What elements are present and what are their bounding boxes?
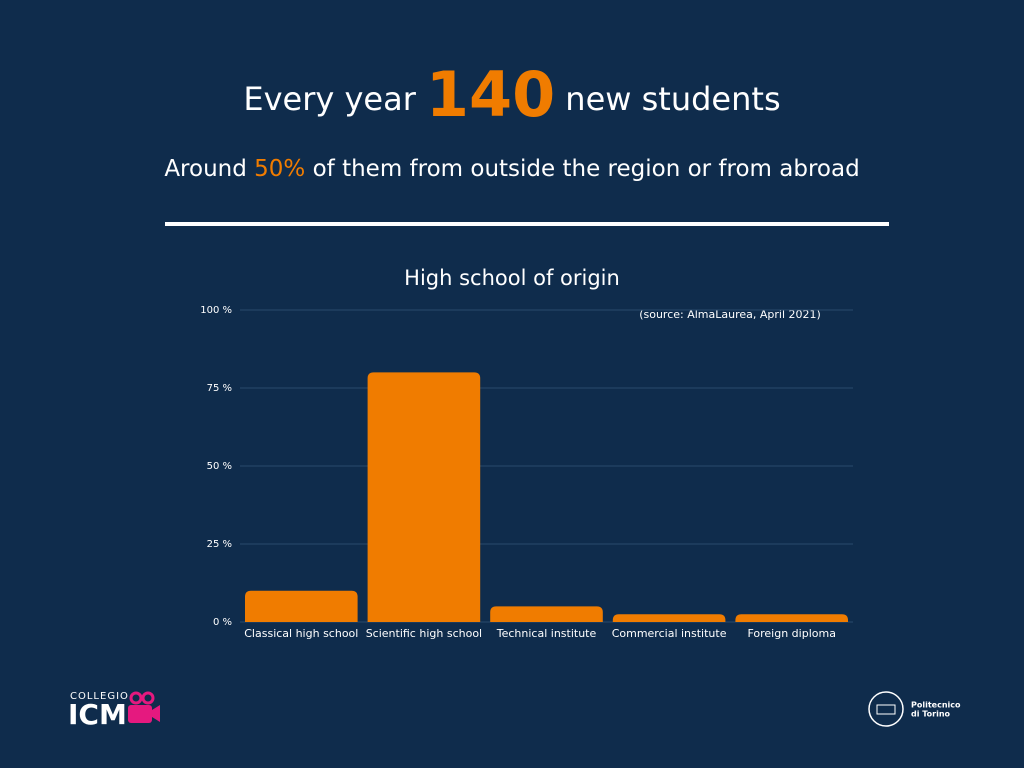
logo-icon: [876, 704, 896, 715]
y-tick-label: 50 %: [207, 461, 232, 472]
x-tick-label: Technical institute: [496, 627, 597, 640]
headline-text: Every year: [243, 80, 416, 118]
chart-title: High school of origin: [404, 266, 620, 290]
logo-icon: [868, 691, 904, 727]
polito-logo: Politecnico di Torino: [868, 691, 961, 727]
bar: [245, 590, 358, 622]
x-tick-label: Scientific high school: [366, 627, 482, 640]
bar: [490, 606, 603, 622]
source-note: (source: AlmaLaurea, April 2021): [639, 308, 821, 321]
logo-text: ICM: [68, 698, 127, 731]
x-tick-label: Classical high school: [244, 627, 358, 640]
subheadline-text: Around: [164, 156, 247, 182]
bar: [367, 372, 481, 622]
x-tick-label: Foreign diploma: [747, 627, 835, 640]
y-tick-label: 0 %: [213, 617, 232, 628]
subheadline-text: of them from outside the region or from …: [312, 156, 860, 182]
divider: [165, 222, 889, 226]
logo-icon: [141, 691, 155, 705]
logo-text: COLLEGIO: [70, 691, 129, 702]
logo-icon: [152, 705, 160, 722]
y-tick-label: 75 %: [207, 383, 232, 394]
subheadline: Around 50% of them from outside the regi…: [0, 156, 1024, 182]
bar: [612, 614, 726, 622]
x-tick-label: Commercial institute: [612, 627, 727, 640]
logo-icon: [128, 705, 152, 723]
subheadline-number: 50%: [254, 156, 306, 182]
headline-text: new students: [565, 80, 781, 118]
y-tick-label: 25 %: [207, 539, 232, 550]
headline-number: 140: [425, 58, 556, 131]
headline: Every year 140 new students: [0, 58, 1024, 131]
logo-text: di Torino: [911, 710, 951, 719]
logo-text: Politecnico: [911, 701, 961, 710]
bar: [735, 614, 848, 622]
icm-logo: COLLEGIO ICM: [68, 691, 160, 731]
logo-icon: [129, 691, 143, 705]
y-tick-label: 100 %: [200, 305, 232, 316]
